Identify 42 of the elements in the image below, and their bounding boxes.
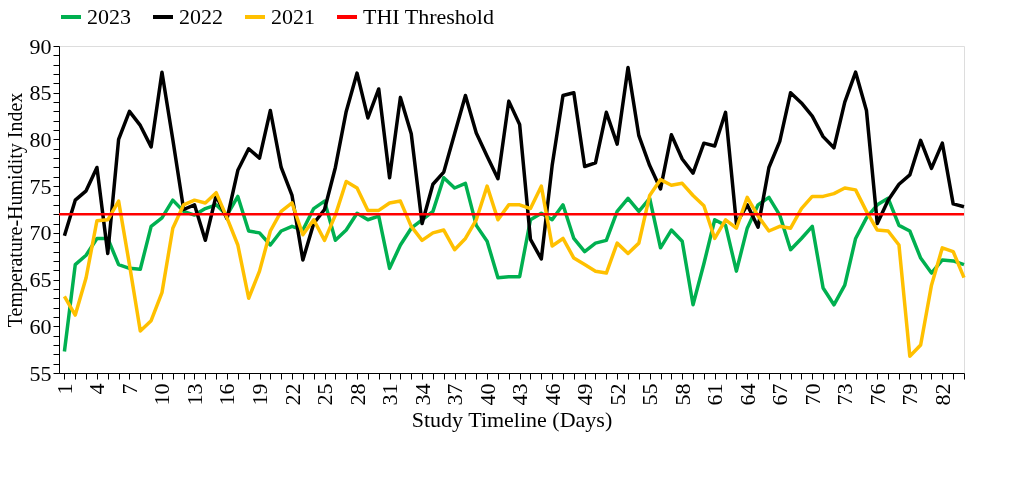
x-tick-label: 76 bbox=[864, 383, 890, 406]
x-tick-label: 70 bbox=[799, 383, 825, 406]
y-tick-label: 65 bbox=[29, 267, 52, 293]
x-tick-label: 43 bbox=[507, 383, 533, 406]
x-tick-label: 73 bbox=[832, 383, 858, 406]
y-tick-label: 75 bbox=[29, 173, 52, 199]
x-tick-label: 64 bbox=[734, 383, 760, 406]
x-tick-label: 16 bbox=[214, 383, 240, 406]
x-tick-label: 82 bbox=[929, 383, 955, 406]
x-tick-label: 34 bbox=[409, 383, 435, 406]
y-tick-label: 70 bbox=[29, 220, 52, 246]
x-tick-label: 79 bbox=[897, 383, 923, 406]
y-tick-label: 80 bbox=[29, 126, 52, 152]
x-tick-label: 31 bbox=[377, 383, 403, 406]
legend-label: 2021 bbox=[271, 4, 315, 29]
x-tick-label: 19 bbox=[247, 383, 273, 406]
x-tick-label: 40 bbox=[474, 383, 500, 406]
x-tick-label: 37 bbox=[442, 383, 468, 406]
x-tick-label: 13 bbox=[181, 383, 207, 406]
x-tick-label: 4 bbox=[84, 383, 110, 395]
x-tick-label: 61 bbox=[702, 383, 728, 406]
legend-label: THI Threshold bbox=[363, 4, 494, 29]
x-tick-label: 52 bbox=[604, 383, 630, 406]
x-axis-title: Study Timeline (Days) bbox=[411, 406, 613, 432]
x-tick-label: 10 bbox=[149, 383, 175, 406]
x-tick-label: 55 bbox=[637, 383, 663, 406]
x-tick-label: 22 bbox=[279, 383, 305, 406]
x-tick-label: 1 bbox=[51, 383, 77, 395]
x-tick-label: 7 bbox=[116, 383, 142, 395]
x-tick-label: 28 bbox=[344, 383, 370, 406]
y-tick-label: 85 bbox=[29, 80, 52, 106]
legend-label: 2022 bbox=[179, 4, 223, 29]
y-tick-label: 90 bbox=[29, 33, 52, 59]
y-tick-label: 60 bbox=[29, 313, 52, 339]
x-tick-label: 25 bbox=[312, 383, 338, 406]
legend-label: 2023 bbox=[87, 4, 131, 29]
y-axis-title: Temperature-Humidity Index bbox=[3, 92, 27, 328]
x-tick-label: 67 bbox=[767, 383, 793, 406]
x-tick-label: 58 bbox=[669, 383, 695, 406]
x-tick-label: 46 bbox=[539, 383, 565, 406]
line-series bbox=[62, 65, 966, 262]
x-tick-label: 49 bbox=[572, 383, 598, 406]
